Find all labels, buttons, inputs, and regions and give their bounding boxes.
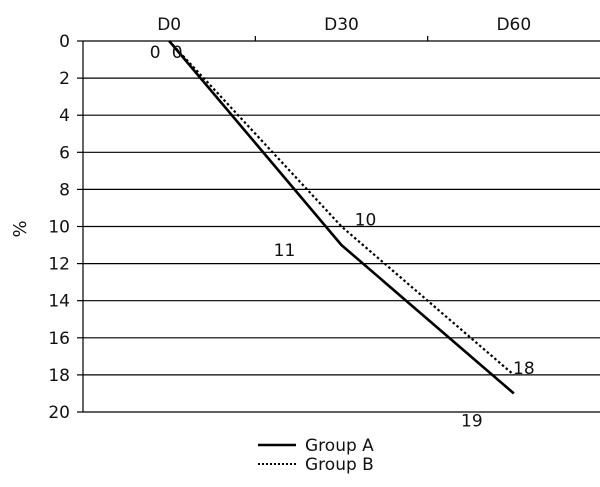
y-tick-label: 2 bbox=[59, 69, 70, 89]
x-tick-label: D60 bbox=[496, 15, 531, 35]
data-label: 19 bbox=[461, 411, 483, 431]
y-tick-label: 20 bbox=[48, 403, 70, 423]
series-line-group-a bbox=[168, 40, 515, 395]
y-tick-label: 16 bbox=[48, 329, 70, 349]
y-tick-label: 14 bbox=[48, 292, 70, 312]
series-lines bbox=[168, 40, 515, 395]
y-tick-label: 4 bbox=[59, 106, 70, 126]
y-tick-label: 18 bbox=[48, 366, 70, 386]
data-label: 0 bbox=[172, 43, 183, 63]
axes: 0 2 4 6 8 10 12 14 16 18 20 D0 D30 D60 bbox=[48, 15, 531, 423]
x-tick-label: D0 bbox=[157, 15, 181, 35]
data-label: 11 bbox=[274, 241, 296, 261]
legend-label: Group B bbox=[305, 455, 374, 475]
data-label: 0 bbox=[150, 43, 161, 63]
gridlines bbox=[83, 40, 600, 413]
series-line-group-b bbox=[168, 40, 515, 376]
y-tick-label: 10 bbox=[48, 218, 70, 238]
y-tick-label: 0 bbox=[59, 32, 70, 52]
y-axis-title: % bbox=[10, 220, 31, 237]
y-tick-label: 8 bbox=[59, 180, 70, 200]
y-tick-label: 6 bbox=[59, 143, 70, 163]
legend-label: Group A bbox=[305, 436, 374, 456]
y-tick-label: 12 bbox=[48, 255, 70, 275]
data-label: 18 bbox=[513, 359, 535, 379]
x-tick-label: D30 bbox=[324, 15, 359, 35]
data-labels: 0 11 19 0 10 18 bbox=[150, 43, 535, 431]
data-label: 10 bbox=[355, 211, 377, 231]
